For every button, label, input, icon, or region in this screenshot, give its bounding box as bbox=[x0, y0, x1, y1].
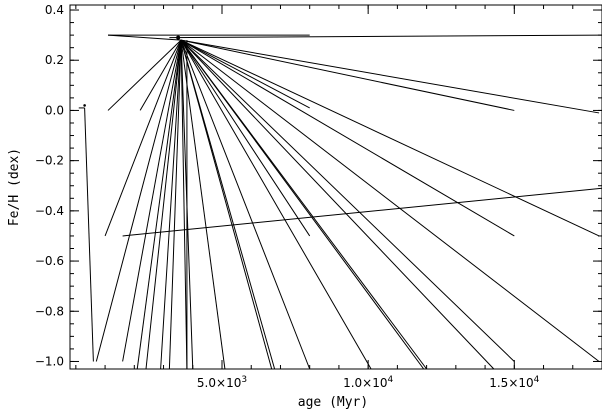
x-tick-times-ten: ×10 bbox=[216, 376, 241, 390]
series-segment bbox=[180, 39, 515, 111]
series-segment bbox=[180, 39, 515, 362]
x-tick-label: 1.0×104 bbox=[343, 375, 393, 390]
y-tick-label: −0.2 bbox=[35, 154, 64, 168]
tick-labels: 0.40.20.0−0.2−0.4−0.6−0.8−1.05.0×103 1.0×… bbox=[35, 3, 540, 390]
series-segment bbox=[122, 187, 602, 237]
series-segment bbox=[122, 40, 182, 362]
convergence-dot bbox=[176, 35, 181, 40]
series-segment bbox=[180, 39, 515, 237]
x-axis-title: age (Myr) bbox=[298, 395, 368, 410]
series-segment bbox=[180, 39, 600, 237]
series-segment bbox=[84, 107, 94, 362]
plot-frame bbox=[69, 4, 602, 370]
y-axis-title: Fe/H (dex) bbox=[7, 148, 22, 226]
origin-dot bbox=[83, 104, 86, 107]
series-segment bbox=[104, 39, 182, 237]
x-tick-exponent: 4 bbox=[387, 375, 393, 385]
series-segment bbox=[139, 39, 182, 111]
series-segment bbox=[180, 39, 600, 114]
y-tick-label: 0.0 bbox=[45, 103, 64, 117]
x-tick-times-ten: ×10 bbox=[362, 376, 387, 390]
x-tick-times-ten: ×10 bbox=[508, 376, 533, 390]
y-tick-label: 0.2 bbox=[45, 53, 64, 67]
series-segment bbox=[180, 39, 311, 370]
series-segment bbox=[169, 34, 602, 39]
series-segment bbox=[160, 40, 182, 370]
series-segment bbox=[180, 39, 311, 237]
series-segment bbox=[95, 40, 182, 362]
x-tick-mantissa: 5.0 bbox=[197, 376, 216, 390]
series-segment bbox=[107, 39, 182, 111]
y-tick-label: −1.0 bbox=[35, 354, 64, 368]
x-tick-mantissa: 1.5 bbox=[489, 376, 508, 390]
x-tick-exponent: 3 bbox=[241, 375, 247, 385]
series-segment bbox=[180, 39, 425, 370]
series-segment bbox=[180, 39, 600, 362]
x-tick-mantissa: 1.0 bbox=[343, 376, 362, 390]
y-tick-label: −0.6 bbox=[35, 254, 64, 268]
series-segment bbox=[145, 40, 182, 370]
x-tick-exponent: 4 bbox=[534, 375, 540, 385]
series-segment bbox=[168, 40, 182, 370]
y-tick-label: 0.4 bbox=[45, 3, 64, 17]
x-tick-label: 1.5×104 bbox=[489, 375, 539, 390]
series-segment bbox=[107, 34, 182, 41]
series-segment bbox=[180, 40, 273, 370]
series-segment bbox=[180, 39, 310, 109]
series-segment bbox=[136, 40, 182, 370]
series-segment bbox=[180, 40, 188, 370]
y-tick-label: −0.8 bbox=[35, 304, 64, 318]
x-tick-label: 5.0×103 bbox=[197, 375, 247, 390]
series-segment bbox=[180, 39, 372, 370]
series-lines bbox=[78, 34, 602, 370]
series-segment bbox=[180, 40, 226, 370]
y-tick-label: −0.4 bbox=[35, 204, 64, 218]
series-segment bbox=[180, 39, 495, 370]
axis-ticks bbox=[70, 5, 602, 369]
